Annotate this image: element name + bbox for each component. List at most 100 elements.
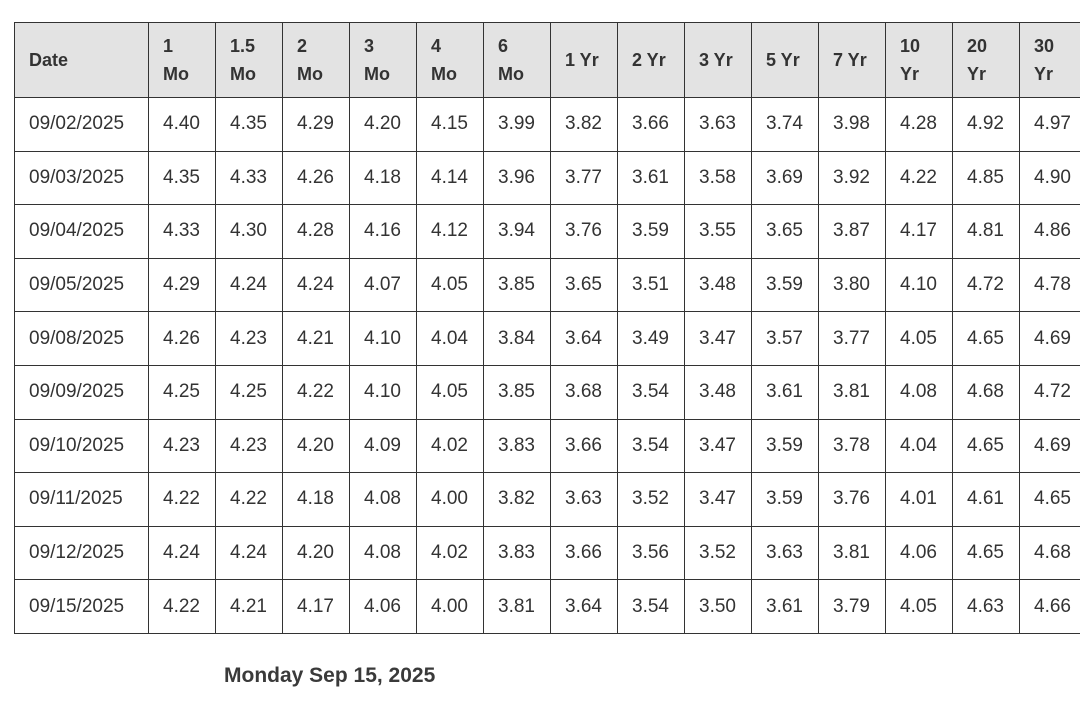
column-header-label: 10: [900, 36, 921, 56]
rate-cell: 3.96: [483, 150, 551, 206]
date-cell: 09/15/2025: [14, 579, 149, 634]
table-row: 09/05/2025 4.29 4.24 4.24 4.07 4.05 3.85 3.65 3.…: [14, 257, 1080, 313]
rate-cell: 4.85: [952, 150, 1020, 206]
rate-cell: 3.83: [483, 418, 551, 474]
rate-cell: 4.17: [282, 579, 350, 634]
rate-cell: 4.20: [282, 525, 350, 581]
rate-cell: 3.83: [483, 525, 551, 581]
rate-cell: 3.82: [550, 97, 618, 152]
column-header-label: 20: [967, 36, 988, 56]
rate-cell: 3.82: [483, 472, 551, 527]
rate-cell: 4.35: [215, 97, 283, 152]
column-header: 3 Mo: [349, 22, 417, 98]
rate-cell: 3.92: [818, 150, 886, 206]
rate-cell: 4.86: [1019, 204, 1080, 259]
rate-cell: 4.21: [282, 311, 350, 366]
rate-cell: 3.63: [550, 472, 618, 527]
rate-cell: 3.66: [550, 418, 618, 474]
rate-cell: 4.05: [885, 311, 953, 366]
column-header-label: 1.5: [230, 36, 256, 56]
rate-cell: 4.08: [349, 525, 417, 581]
rate-cell: 3.98: [818, 97, 886, 152]
column-header: 1 Mo: [148, 22, 216, 98]
rate-cell: 3.63: [751, 525, 819, 581]
rate-cell: 4.20: [282, 418, 350, 474]
column-header: 3 Yr: [684, 22, 752, 98]
rate-cell: 3.65: [751, 204, 819, 259]
rate-cell: 4.22: [148, 579, 216, 634]
column-header: 2 Yr: [617, 22, 685, 98]
rate-cell: 4.28: [282, 204, 350, 259]
rate-cell: 4.35: [148, 150, 216, 206]
rate-cell: 3.47: [684, 418, 752, 474]
rate-cell: 4.15: [416, 97, 484, 152]
rate-cell: 4.05: [416, 364, 484, 420]
column-header-label: 6: [498, 36, 509, 56]
column-header-label: 30: [1034, 36, 1055, 56]
rate-cell: 4.20: [349, 97, 417, 152]
column-header: 4 Mo: [416, 22, 484, 98]
rate-cell: 4.05: [416, 257, 484, 313]
rate-cell: 4.05: [885, 579, 953, 634]
date-cell: 09/09/2025: [14, 364, 149, 420]
rate-cell: 4.04: [885, 418, 953, 474]
column-header: 2 Mo: [282, 22, 350, 98]
rate-cell: 4.29: [148, 257, 216, 313]
rate-cell: 4.72: [952, 257, 1020, 313]
rate-cell: 4.10: [349, 311, 417, 366]
rate-cell: 3.69: [751, 150, 819, 206]
rate-cell: 3.76: [550, 204, 618, 259]
table-header-row: Date 1 Mo 1.5 Mo 2 Mo 3 Mo 4 Mo 6 Mo 1 Yr 2 Yr 3 Yr 5 Yr…: [14, 22, 1080, 98]
rate-cell: 4.65: [952, 525, 1020, 581]
rate-cell: 3.77: [818, 311, 886, 366]
column-header-label: Mo: [163, 64, 189, 84]
rate-cell: 3.47: [684, 311, 752, 366]
table-row: 09/03/2025 4.35 4.33 4.26 4.18 4.14 3.96 3.77 3.…: [14, 150, 1080, 206]
rate-cell: 4.63: [952, 579, 1020, 634]
column-header-label: Mo: [364, 64, 390, 84]
column-header: 1 Yr: [550, 22, 618, 98]
table-row: 09/10/2025 4.23 4.23 4.20 4.09 4.02 3.83 3.66 3.…: [14, 418, 1080, 474]
rate-cell: 4.04: [416, 311, 484, 366]
column-header-label: Mo: [431, 64, 457, 84]
rate-cell: 3.57: [751, 311, 819, 366]
rate-cell: 4.66: [1019, 579, 1080, 634]
rate-cell: 3.66: [550, 525, 618, 581]
rate-cell: 4.06: [885, 525, 953, 581]
rate-cell: 3.79: [818, 579, 886, 634]
rate-cell: 3.48: [684, 257, 752, 313]
column-header-label: 2 Yr: [632, 50, 666, 70]
rate-cell: 3.51: [617, 257, 685, 313]
rate-cell: 3.99: [483, 97, 551, 152]
table-row: 09/12/2025 4.24 4.24 4.20 4.08 4.02 3.83 3.66 3.…: [14, 525, 1080, 581]
table-row: 09/08/2025 4.26 4.23 4.21 4.10 4.04 3.84 3.64 3.…: [14, 311, 1080, 366]
column-header: 5 Yr: [751, 22, 819, 98]
rate-cell: 4.10: [885, 257, 953, 313]
column-header: 30 Yr: [1019, 22, 1080, 98]
rate-cell: 3.66: [617, 97, 685, 152]
rate-cell: 4.97: [1019, 97, 1080, 152]
rate-cell: 4.33: [148, 204, 216, 259]
rate-cell: 4.17: [885, 204, 953, 259]
table-row: 09/09/2025 4.25 4.25 4.22 4.10 4.05 3.85 3.68 3.…: [14, 364, 1080, 420]
rate-cell: 4.07: [349, 257, 417, 313]
column-header-label: 3: [364, 36, 375, 56]
rate-cell: 3.49: [617, 311, 685, 366]
yield-table-container: Date 1 Mo 1.5 Mo 2 Mo 3 Mo 4 Mo 6 Mo 1 Yr 2 Yr 3 Yr 5 Yr…: [14, 22, 1080, 634]
rate-cell: 4.72: [1019, 364, 1080, 420]
date-caption: Monday Sep 15, 2025: [224, 664, 436, 687]
rate-cell: 4.28: [885, 97, 953, 152]
rate-cell: 3.59: [751, 472, 819, 527]
date-cell: 09/05/2025: [14, 257, 149, 313]
rate-cell: 3.59: [751, 257, 819, 313]
rate-cell: 3.61: [617, 150, 685, 206]
rate-cell: 4.22: [148, 472, 216, 527]
column-header: 7 Yr: [818, 22, 886, 98]
column-header-label: 1: [163, 36, 174, 56]
column-header-label: 1 Yr: [565, 50, 599, 70]
yield-table: Date 1 Mo 1.5 Mo 2 Mo 3 Mo 4 Mo 6 Mo 1 Yr 2 Yr 3 Yr 5 Yr…: [14, 22, 1080, 634]
column-header: 1.5 Mo: [215, 22, 283, 98]
column-header-label: Mo: [230, 64, 256, 84]
rate-cell: 4.68: [952, 364, 1020, 420]
date-cell: 09/03/2025: [14, 150, 149, 206]
